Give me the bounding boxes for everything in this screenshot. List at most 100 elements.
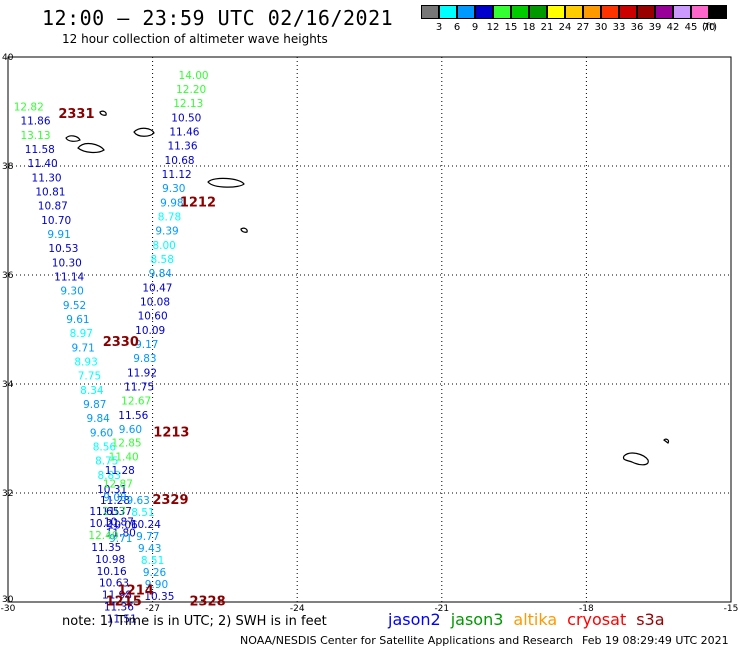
- wave-height-label: 11.56: [118, 410, 148, 422]
- wave-height-label: 10.06: [108, 519, 138, 531]
- footer-credit: NOAA/NESDIS Center for Satellite Applica…: [240, 634, 574, 647]
- island-outline: [65, 135, 81, 142]
- wave-height-label: 9.63: [126, 495, 149, 507]
- island-outline: [622, 452, 649, 466]
- colorbar-swatch: [475, 5, 493, 19]
- legend-item-cryosat: cryosat: [567, 610, 627, 629]
- wave-height-label: 10.35: [144, 591, 174, 603]
- colorbar-swatch: [439, 5, 457, 19]
- wave-height-label: 10.98: [95, 554, 125, 566]
- wave-height-label: 11.12: [162, 169, 192, 181]
- wave-height-label: 9.08: [103, 492, 126, 504]
- colorbar-swatch: [709, 5, 727, 19]
- wave-height-label: 10.50: [171, 112, 201, 124]
- wave-height-label: 10.47: [142, 282, 172, 294]
- wave-height-label: 10.68: [165, 155, 195, 167]
- colorbar-swatch: [421, 5, 439, 19]
- wave-height-label: 9.71: [71, 342, 94, 354]
- pass-time-label: 2330: [103, 335, 139, 350]
- x-tick-label: -18: [579, 604, 594, 614]
- pass-time-label: 1212: [180, 195, 216, 210]
- colorbar-label: 15: [504, 22, 518, 33]
- wave-height-label: 11.14: [54, 271, 84, 283]
- wave-height-label: 10.21: [89, 518, 119, 530]
- wave-height-label: 11.30: [32, 172, 62, 184]
- wave-height-label: 8.58: [151, 254, 174, 266]
- colorbar-label: 33: [612, 22, 626, 33]
- colorbar-swatch: [673, 5, 691, 19]
- colorbar-label: 6: [453, 22, 461, 33]
- legend-item-s3a: s3a: [636, 610, 665, 629]
- pass-time-label: 2331: [58, 107, 94, 122]
- island-outline: [133, 127, 155, 137]
- wave-height-label: 11.92: [127, 367, 157, 379]
- wave-height-label: 9.60: [90, 427, 113, 439]
- wave-height-label: 10.87: [38, 201, 68, 213]
- wave-height-label: 12.20: [176, 84, 206, 96]
- colorbar-swatch: [547, 5, 565, 19]
- wave-height-label: 11.36: [167, 141, 197, 153]
- pass-time-label: 1214: [118, 583, 154, 598]
- legend-item-altika: altika: [513, 610, 558, 629]
- colorbar-label: 42: [666, 22, 680, 33]
- colorbar-swatch: [691, 5, 709, 19]
- note-text: note: 1) Time is in UTC; 2) SWH is in fe…: [62, 614, 327, 629]
- wave-height-label: 11.28: [100, 495, 130, 507]
- wave-height-label: 10.87: [104, 517, 134, 529]
- wave-height-label: 12.13: [173, 98, 203, 110]
- wave-height-label: 13.13: [20, 130, 50, 142]
- pass-time-label: 1213: [153, 425, 189, 440]
- wave-height-label: 11.58: [25, 144, 55, 156]
- wave-height-label: 10.53: [48, 243, 78, 255]
- wave-height-label: 11.80: [106, 528, 136, 540]
- wave-height-label: 14.00: [179, 70, 209, 82]
- wave-height-label: 9.91: [47, 229, 70, 241]
- x-tick-label: -15: [724, 604, 739, 614]
- wave-height-label: 10.08: [140, 297, 170, 309]
- legend-item-jason3: jason3: [450, 610, 504, 629]
- wave-height-label: 12.87: [103, 479, 133, 491]
- island-outline: [99, 110, 107, 116]
- wave-height-label: 10.30: [52, 257, 82, 269]
- wave-height-label: 12.82: [14, 101, 44, 113]
- wave-height-label: 8.56: [93, 441, 117, 453]
- colorbar-label: 45: [684, 22, 698, 33]
- wave-height-label: 10.81: [35, 186, 65, 198]
- wave-height-label: 9.61: [66, 314, 89, 326]
- wave-height-label: 9.26: [143, 567, 167, 579]
- colorbar-swatch: [565, 5, 583, 19]
- colorbar-swatch: [637, 5, 655, 19]
- wave-height-label: 8.97: [70, 328, 93, 340]
- island-outline: [240, 227, 248, 233]
- wave-height-label: 9.30: [162, 183, 185, 195]
- wave-height-label: 10.63: [99, 578, 129, 590]
- wave-height-label: 9.90: [145, 579, 168, 591]
- pass-time-label: 2328: [189, 594, 225, 609]
- colorbar-swatch: [619, 5, 637, 19]
- x-tick-label: -24: [290, 604, 305, 614]
- pass-time-label: 1215: [106, 594, 142, 609]
- x-tick-label: -27: [145, 604, 160, 614]
- wave-height-label: 9.17: [135, 339, 158, 351]
- wave-height-label: 9.30: [60, 286, 83, 298]
- y-tick-label: 32: [2, 489, 13, 499]
- wave-height-label: 9.87: [83, 399, 106, 411]
- wave-height-label: 10.09: [135, 325, 165, 337]
- wave-height-label: 9.98: [160, 197, 183, 209]
- wave-height-label: 8.78: [158, 212, 181, 224]
- wave-height-label: 9.52: [63, 300, 86, 312]
- wave-height-label: 10.16: [97, 566, 127, 578]
- legend-item-jason2: jason2: [388, 610, 441, 629]
- wave-height-label: 11.40: [109, 451, 139, 463]
- satellite-legend: jason2 jason3 altika cryosat s3a: [388, 610, 675, 629]
- colorbar-label: 3: [435, 22, 443, 33]
- y-tick-label: 30: [2, 595, 14, 605]
- colorbar-label: 21: [540, 22, 554, 33]
- wave-height-label: 9.84: [149, 268, 173, 280]
- wave-height-label: 11.46: [169, 126, 199, 138]
- colorbar-label: 39: [648, 22, 662, 33]
- wave-height-label: 8.75: [95, 456, 118, 468]
- footer-timestamp: Feb 19 08:29:49 UTC 2021: [582, 634, 729, 647]
- wave-height-label: 11.51: [107, 614, 137, 626]
